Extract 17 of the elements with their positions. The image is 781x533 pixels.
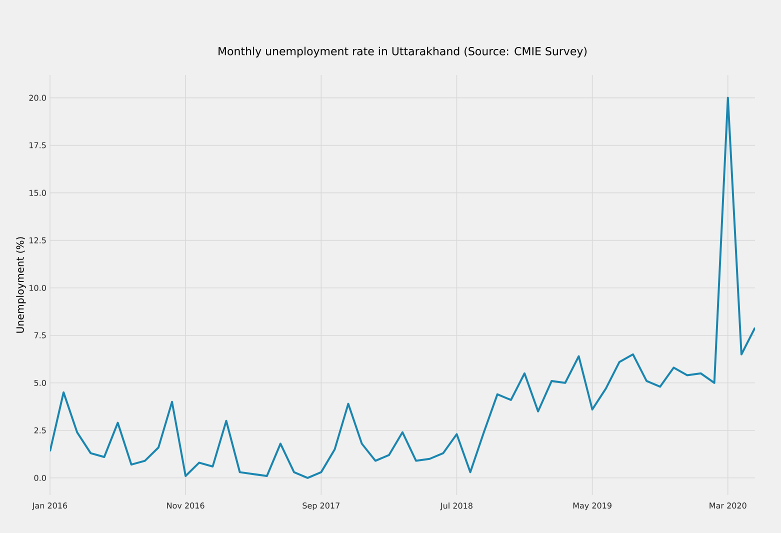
y-axis-title: Unemployment (%) [16,237,26,333]
y-tick-label: 12.5 [30,237,46,244]
x-tick-label: Jan 2016 [32,502,68,510]
y-tick-label: 2.5 [34,427,46,434]
chart-title: Monthly unemployment rate in Uttarakhand (Source: CMIE Survey) [218,46,587,58]
x-tick-label: Jul 2018 [440,502,472,510]
y-tick-label: 7.5 [34,332,46,338]
y-tick-label: 17.5 [30,142,46,148]
x-tick-label: Nov 2016 [167,502,204,509]
x-tick-label: May 2019 [573,502,612,510]
y-tick-label: 0.0 [34,474,46,481]
x-tick-label: Sep 2017 [302,502,340,510]
y-tick-label: 5.0 [34,380,46,386]
y-tick-label: 20.0 [29,94,46,101]
y-tick-label: 10.0 [30,284,46,291]
x-tick-label: Mar 2020 [710,502,746,509]
y-tick-label: 15.0 [30,190,46,196]
